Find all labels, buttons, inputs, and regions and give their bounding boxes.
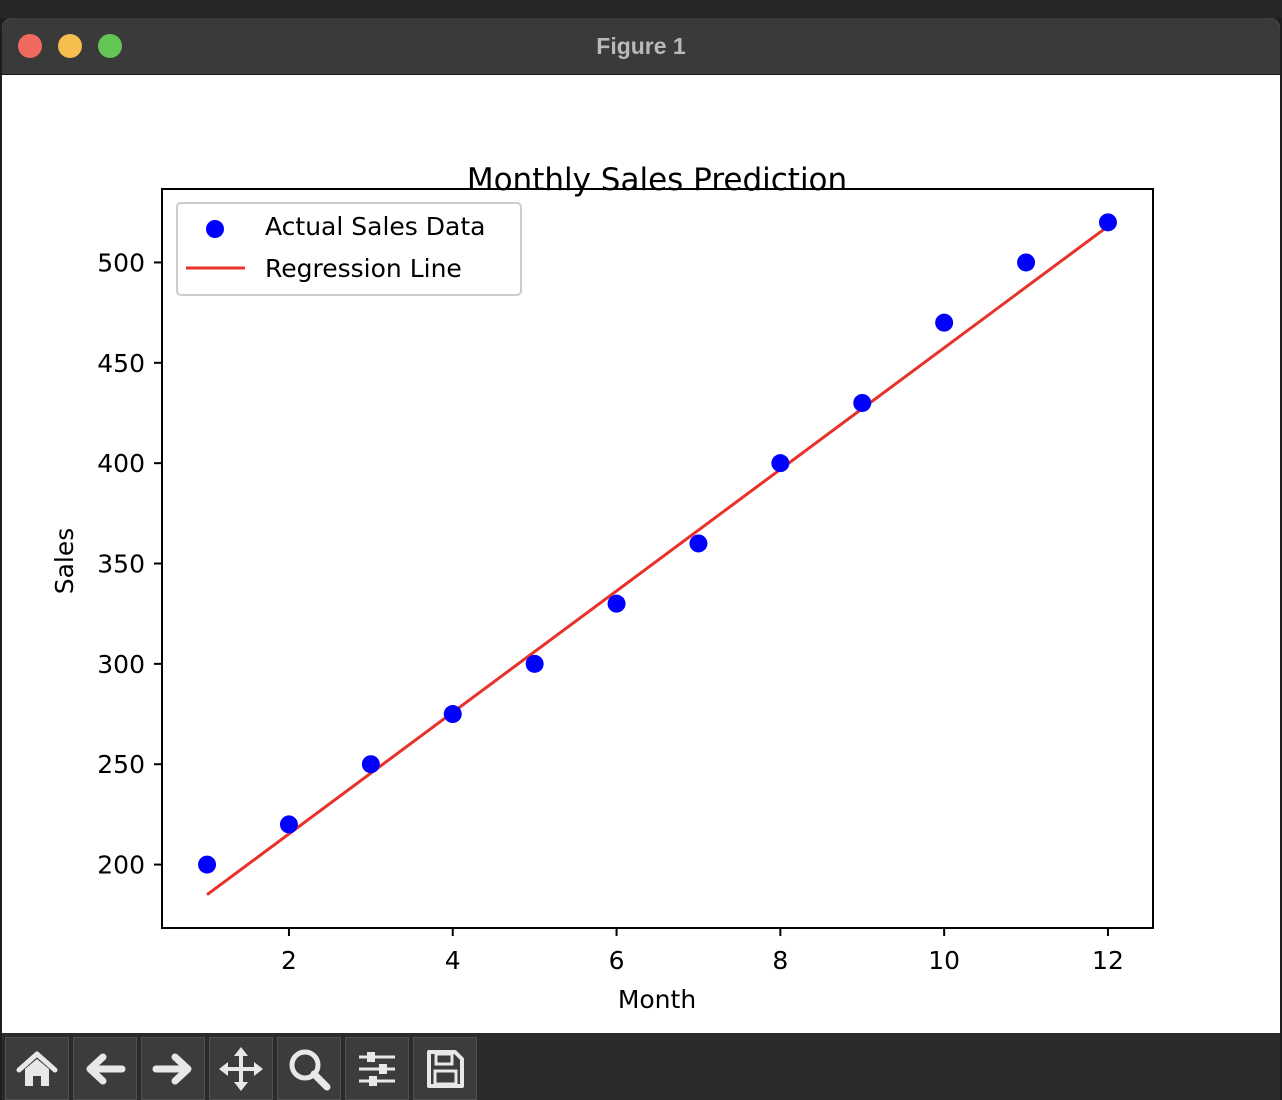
sliders-icon (359, 1051, 395, 1086)
sales-data-point (771, 454, 790, 473)
legend-label: Regression Line (265, 254, 462, 283)
x-tick-label: 12 (1092, 946, 1124, 975)
x-tick-label: 8 (772, 946, 788, 975)
pan-button[interactable] (209, 1037, 273, 1100)
minimize-window-button[interactable] (58, 34, 82, 58)
arrow-right-icon (152, 1053, 192, 1084)
y-tick-label: 250 (97, 750, 145, 779)
x-tick-label: 10 (928, 946, 960, 975)
y-tick-label: 500 (97, 248, 145, 277)
figure-canvas[interactable]: Monthly Sales Prediction 2 4 6 8 10 12 200 250… (2, 75, 1280, 1033)
sales-data-point (1098, 213, 1117, 232)
y-tick-label: 350 (97, 550, 145, 579)
y-tick-label: 450 (97, 349, 145, 378)
y-axis: 200 250 300 350 400 450 500 (97, 248, 162, 880)
sales-data-point (279, 815, 298, 834)
legend-box (176, 202, 522, 296)
axes-frame (161, 188, 1154, 929)
legend-marker-scatter (206, 220, 224, 238)
figure-window: Figure 1 Monthly Sales Prediction 2 4 6 8 10… (2, 18, 1280, 1100)
navigation-toolbar (2, 1033, 1280, 1100)
x-tick-label: 2 (281, 946, 297, 975)
sales-data-point (607, 594, 626, 613)
move-icon (219, 1046, 263, 1091)
x-tick-label: 4 (445, 946, 461, 975)
x-axis: 2 4 6 8 10 12 (281, 928, 1124, 975)
regression-line (206, 225, 1109, 896)
sales-data-point (935, 313, 954, 332)
close-window-button[interactable] (18, 34, 42, 58)
zoom-button[interactable] (277, 1037, 341, 1100)
legend-label: Actual Sales Data (265, 212, 485, 241)
x-tick-label: 6 (609, 946, 625, 975)
sales-data-point (1017, 253, 1036, 272)
configure-subplots-button[interactable] (345, 1037, 409, 1100)
sales-data-point (689, 534, 708, 553)
y-axis-label: Sales (50, 528, 79, 595)
save-button[interactable] (413, 1037, 477, 1100)
arrow-left-icon (86, 1053, 126, 1084)
sales-data-point (853, 393, 872, 412)
sales-data-point (198, 855, 217, 874)
home-icon (16, 1051, 58, 1086)
legend: Actual Sales Data Regression Line (176, 202, 522, 296)
sales-data-point (361, 755, 380, 774)
chart-title: Monthly Sales Prediction (467, 162, 847, 198)
home-button[interactable] (5, 1037, 69, 1100)
sales-data-point (525, 654, 544, 673)
y-tick-label: 200 (97, 851, 145, 880)
y-tick-label: 300 (97, 650, 145, 679)
y-tick-label: 400 (97, 449, 145, 478)
back-button[interactable] (73, 1037, 137, 1100)
maximize-window-button[interactable] (98, 34, 122, 58)
window-title: Figure 1 (596, 33, 686, 59)
x-axis-label: Month (618, 985, 696, 1014)
floppy-disk-icon (427, 1049, 464, 1088)
sales-data-point (443, 705, 462, 724)
forward-button[interactable] (141, 1037, 205, 1100)
title-bar: Figure 1 (2, 18, 1280, 75)
magnifier-icon (289, 1049, 331, 1090)
background-window-strip (0, 0, 1282, 18)
plot-area (198, 213, 1117, 896)
sales-chart: Monthly Sales Prediction 2 4 6 8 10 12 200 250… (50, 162, 1154, 1014)
